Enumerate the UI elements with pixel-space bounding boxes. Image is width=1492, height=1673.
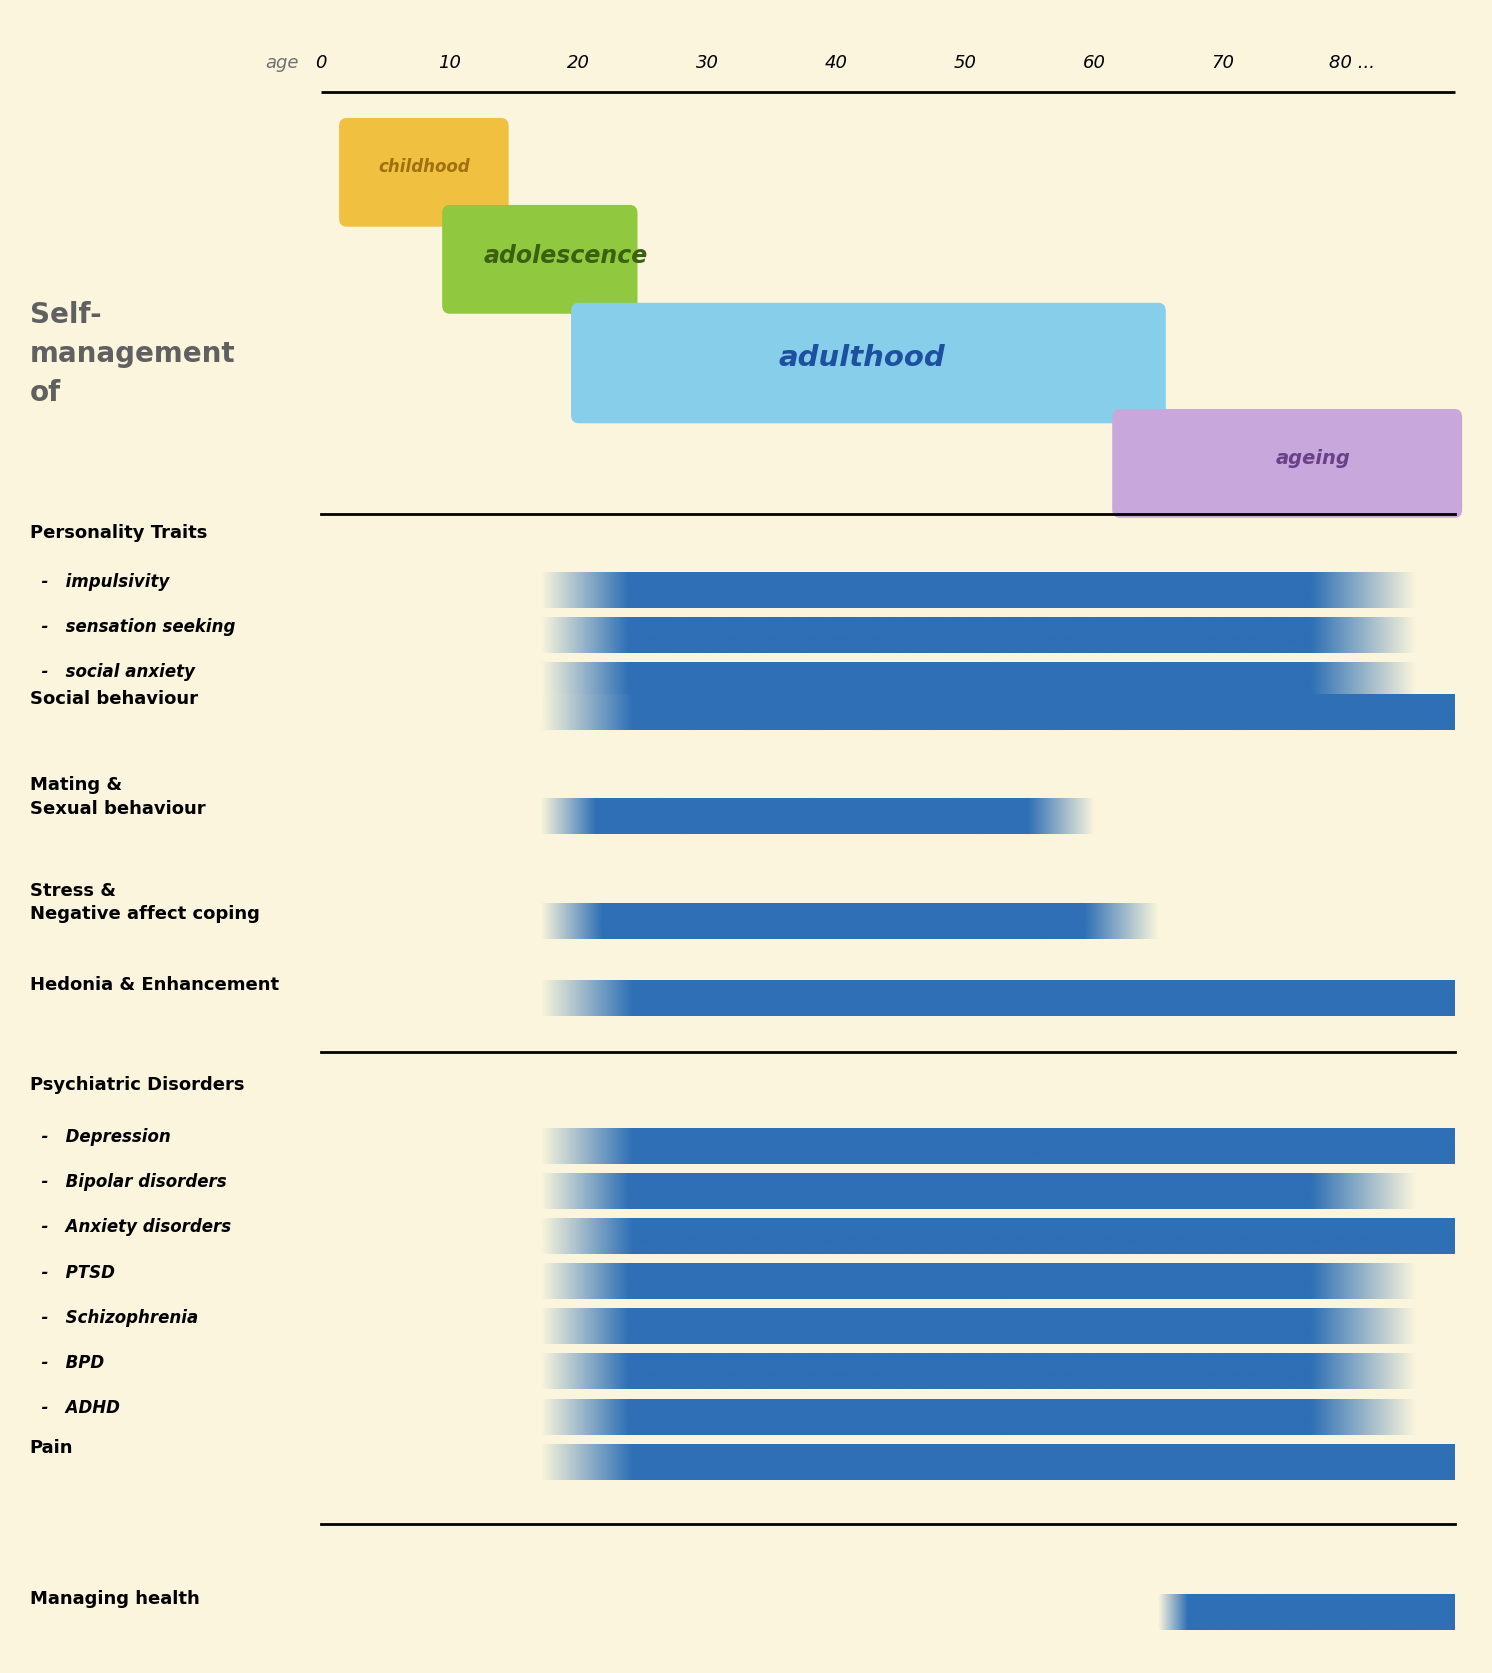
Text: Stress &
Negative affect coping: Stress & Negative affect coping [30,882,260,923]
Text: 80 ...: 80 ... [1328,54,1374,72]
Text: -   sensation seeking: - sensation seeking [30,617,236,636]
Text: -   BPD: - BPD [30,1353,104,1372]
Text: childhood: childhood [377,159,470,176]
Text: 60: 60 [1082,54,1106,72]
Text: 30: 30 [695,54,719,72]
Text: ageing: ageing [1276,448,1350,468]
Text: Mating &
Sexual behaviour: Mating & Sexual behaviour [30,776,206,818]
Text: 10: 10 [439,54,461,72]
Text: age: age [266,54,298,72]
Text: Self-
management
of: Self- management of [30,301,236,407]
FancyBboxPatch shape [442,206,637,315]
Text: Social behaviour: Social behaviour [30,689,198,708]
Text: -   Anxiety disorders: - Anxiety disorders [30,1218,231,1236]
Text: 20: 20 [567,54,589,72]
Text: 0: 0 [315,54,327,72]
FancyBboxPatch shape [1112,408,1462,519]
Text: Managing health: Managing health [30,1589,200,1608]
Text: Pain: Pain [30,1439,73,1457]
Text: -   PTSD: - PTSD [30,1263,115,1282]
Text: -   Bipolar disorders: - Bipolar disorders [30,1173,227,1191]
Text: adulthood: adulthood [779,345,946,371]
Text: 50: 50 [953,54,977,72]
Text: Psychiatric Disorders: Psychiatric Disorders [30,1076,245,1094]
Text: -   impulsivity: - impulsivity [30,572,169,591]
Text: 70: 70 [1212,54,1234,72]
Text: adolescence: adolescence [483,244,648,268]
Text: -   Schizophrenia: - Schizophrenia [30,1308,198,1327]
FancyBboxPatch shape [571,303,1165,423]
Text: -   ADHD: - ADHD [30,1399,119,1417]
Text: Personality Traits: Personality Traits [30,524,207,542]
FancyBboxPatch shape [339,119,509,228]
Text: -   social anxiety: - social anxiety [30,663,195,681]
Text: -   Depression: - Depression [30,1128,170,1146]
Text: Hedonia & Enhancement: Hedonia & Enhancement [30,975,279,994]
Text: 40: 40 [825,54,847,72]
